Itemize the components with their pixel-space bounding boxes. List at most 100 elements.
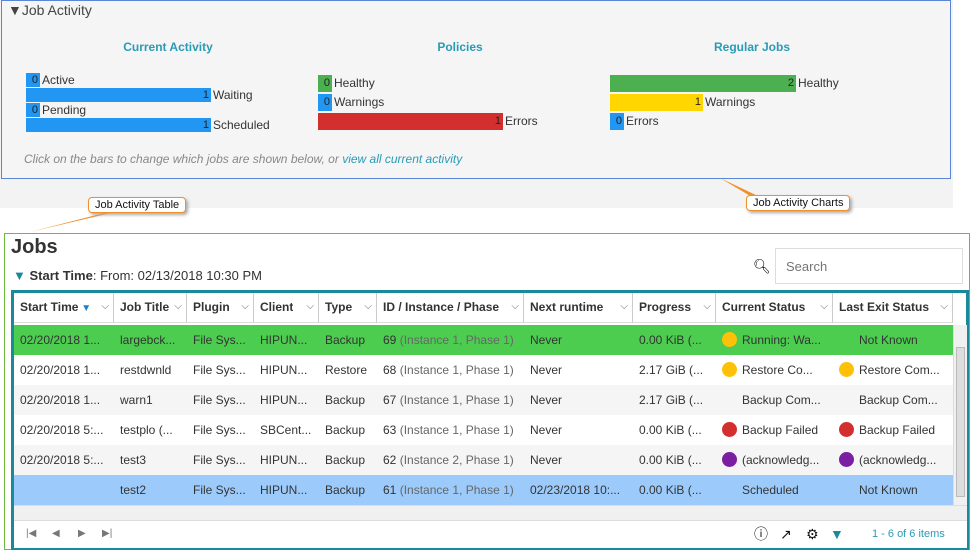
column-header-start-time[interactable]: Start Time ▼ ⌵: [14, 293, 114, 323]
job-activity-toggle[interactable]: ▼Job Activity: [8, 2, 92, 18]
status-dot-icon: [722, 392, 737, 407]
cell-id: 68 (Instance 1, Phase 1): [377, 355, 524, 385]
job-instance: (Instance 1, Phase 1): [399, 393, 514, 407]
cell-next: 02/23/2018 10:...: [530, 483, 621, 497]
column-title: Plugin: [193, 300, 230, 314]
active-filter[interactable]: ▼ Start Time: From: 02/13/2018 10:30 PM: [13, 268, 262, 284]
cell-type: Backup: [325, 333, 366, 347]
table-row[interactable]: 02/20/2018 1... warn1 File Sys... HIPUN... B…: [14, 385, 953, 415]
horizontal-scrollbar[interactable]: [14, 505, 967, 520]
prev-page-icon[interactable]: ◀: [52, 528, 60, 539]
cell-progress: 0.00 KiB (...: [639, 453, 702, 467]
filter-icon[interactable]: ▼: [830, 526, 844, 542]
column-menu-chevron-icon[interactable]: ⌵: [241, 301, 249, 312]
job-id: 68: [383, 363, 397, 377]
policies-row-warnings[interactable]: 0 Warnings: [318, 94, 384, 111]
status-dot-icon: [722, 482, 737, 497]
cell-last: Not Known: [833, 325, 953, 355]
job-id: 61: [383, 483, 397, 497]
column-menu-chevron-icon[interactable]: ⌵: [620, 301, 628, 312]
current-row-waiting[interactable]: 1 Waiting: [26, 88, 253, 102]
regular-row-healthy[interactable]: 2 Healthy: [610, 75, 839, 92]
last-page-icon[interactable]: ▶|: [102, 528, 113, 539]
policies-row-healthy[interactable]: 0 Healthy: [318, 75, 375, 92]
next-page-icon[interactable]: ▶: [78, 528, 86, 539]
search-input[interactable]: [775, 248, 963, 284]
column-menu-chevron-icon[interactable]: ⌵: [364, 301, 372, 312]
job-instance: (Instance 1, Phase 1): [399, 363, 514, 377]
job-id: 69: [383, 333, 397, 347]
cell-client: HIPUN...: [260, 393, 308, 407]
vertical-scrollbar[interactable]: [953, 325, 967, 505]
current-bar-pending[interactable]: 0: [26, 103, 40, 117]
table-row[interactable]: test2 File Sys... HIPUN... Backup 61 (Instan…: [14, 475, 953, 505]
regular-bar-warnings[interactable]: 1: [610, 94, 703, 111]
bar-label: Errors: [505, 114, 538, 128]
column-header-id-instance-phase[interactable]: ID / Instance / Phase ⌵: [377, 293, 524, 323]
settings-icon[interactable]: ⚙: [806, 526, 819, 542]
current-bar-waiting[interactable]: 1: [26, 88, 211, 102]
cell-next: Never: [530, 363, 563, 377]
column-menu-chevron-icon[interactable]: ⌵: [940, 301, 948, 312]
current-bar-active[interactable]: 0: [26, 73, 40, 87]
cell-start: [14, 475, 114, 505]
policies-bar-errors[interactable]: 1: [318, 113, 503, 130]
first-page-icon[interactable]: |◀: [26, 528, 37, 539]
column-header-job-title[interactable]: Job Title ⌵: [114, 293, 187, 323]
column-title: ID / Instance / Phase: [383, 300, 500, 314]
column-header-current-status[interactable]: Current Status ⌵: [716, 293, 833, 323]
column-title: Next runtime: [530, 300, 604, 314]
column-header-client[interactable]: Client ⌵: [254, 293, 319, 323]
current-bar-scheduled[interactable]: 1: [26, 118, 211, 132]
current-row-pending[interactable]: 0 Pending: [26, 103, 86, 117]
column-header-progress[interactable]: Progress ⌵: [633, 293, 716, 323]
table-row[interactable]: 02/20/2018 1... largebck... File Sys... HIP…: [14, 325, 953, 355]
regular-bar-errors[interactable]: 0: [610, 113, 624, 130]
column-menu-chevron-icon[interactable]: ⌵: [820, 301, 828, 312]
cell-start: 02/20/2018 1...: [20, 393, 101, 407]
cell-next: Never: [530, 333, 563, 347]
column-menu-chevron-icon[interactable]: ⌵: [174, 301, 182, 312]
scroll-thumb[interactable]: [956, 347, 965, 497]
column-menu-chevron-icon[interactable]: ⌵: [101, 301, 109, 312]
status-dot-icon: [839, 482, 854, 497]
table-row[interactable]: 02/20/2018 5:... test3 File Sys... HIPUN...…: [14, 445, 953, 475]
filter-value: : From: 02/13/2018 10:30 PM: [92, 268, 262, 283]
cell-type: Backup: [325, 483, 366, 497]
column-menu-chevron-icon[interactable]: ⌵: [511, 301, 519, 312]
column-title: Client: [260, 300, 294, 314]
policies-row-errors[interactable]: 1 Errors: [318, 113, 538, 130]
jobs-title: Jobs: [11, 236, 58, 258]
table-row[interactable]: 02/20/2018 5:... testplo (... File Sys... S…: [14, 415, 953, 445]
status-dot-icon: [839, 362, 854, 377]
cell-last: Not Known: [833, 475, 953, 505]
view-all-activity-link[interactable]: view all current activity: [342, 152, 463, 166]
cell-cur: Backup Com...: [716, 385, 833, 415]
column-header-plugin[interactable]: Plugin ⌵: [187, 293, 254, 323]
status-dot-icon: [839, 332, 854, 347]
info-icon[interactable]: ⓘ: [754, 526, 768, 542]
regular-bar-healthy[interactable]: 2: [610, 75, 796, 92]
cell-cur: (acknowledg...: [716, 445, 833, 475]
regular-row-errors[interactable]: 0 Errors: [610, 113, 659, 130]
table-row[interactable]: 02/20/2018 1... restdwnld File Sys... HIPUN…: [14, 355, 953, 385]
current-activity-heading: Current Activity: [123, 40, 213, 54]
cell-title: warn1: [120, 393, 153, 407]
column-header-type[interactable]: Type ⌵: [319, 293, 377, 323]
column-header-next-runtime[interactable]: Next runtime ⌵: [524, 293, 633, 323]
current-row-active[interactable]: 0 Active: [26, 73, 75, 87]
regular-row-warnings[interactable]: 1 Warnings: [610, 94, 755, 111]
column-header-last-exit-status[interactable]: Last Exit Status ⌵: [833, 293, 953, 323]
search-icon[interactable]: 🔍︎: [753, 258, 771, 274]
policies-bar-healthy[interactable]: 0: [318, 75, 332, 92]
column-title: Start Time: [20, 300, 79, 314]
policies-bar-warnings[interactable]: 0: [318, 94, 332, 111]
current-row-scheduled[interactable]: 1 Scheduled: [26, 118, 270, 132]
sort-desc-icon: ▼: [78, 303, 92, 314]
column-menu-chevron-icon[interactable]: ⌵: [306, 301, 314, 312]
export-icon[interactable]: ↗: [780, 526, 792, 542]
cell-progress: 0.00 KiB (...: [639, 483, 702, 497]
column-menu-chevron-icon[interactable]: ⌵: [703, 301, 711, 312]
cell-plugin: File Sys...: [193, 483, 246, 497]
cell-type: Backup: [325, 453, 366, 467]
